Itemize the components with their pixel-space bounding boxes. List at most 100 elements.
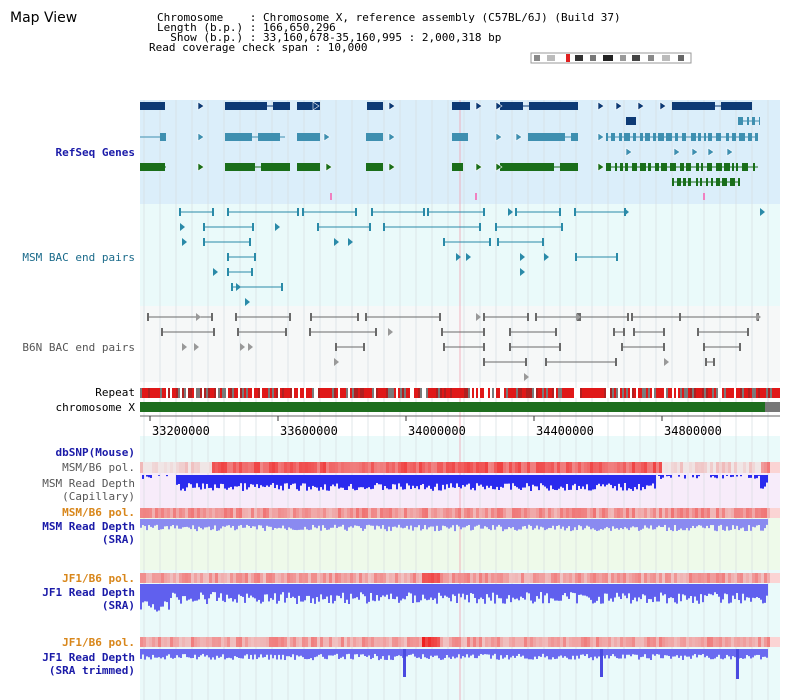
track-label-refseq[interactable]: RefSeq Genes (55, 146, 135, 159)
depth-bar (440, 649, 442, 660)
pol-cell (689, 573, 692, 583)
chromosome-ideogram[interactable] (530, 52, 692, 64)
depth-bar (166, 649, 168, 656)
pol-cell (449, 508, 452, 518)
pol-cell (620, 637, 623, 647)
pol-cell (620, 508, 623, 518)
depth-bar (258, 584, 260, 600)
track-label-b6n-bac[interactable]: B6N BAC end pairs (22, 341, 135, 354)
repeat-segment (352, 388, 354, 398)
pol-cell (623, 637, 626, 647)
depth-bar (684, 584, 686, 596)
pol-cell (509, 508, 512, 518)
depth-bar (396, 584, 398, 597)
depth-bar (404, 584, 406, 600)
depth-bar (442, 649, 444, 660)
depth-bar (590, 584, 592, 600)
depth-bar (184, 649, 186, 655)
depth-bar (414, 584, 416, 596)
pol-cell (347, 573, 350, 583)
pol-cell (635, 637, 638, 647)
b6n-pair-end (739, 343, 741, 351)
gene-exon (691, 133, 696, 141)
depth-bar (566, 649, 568, 658)
repeat-segment (414, 388, 416, 398)
pol-cell (479, 462, 482, 473)
pol-cell (428, 508, 431, 518)
depth-bar (368, 519, 370, 525)
depth-bar (376, 584, 378, 596)
depth-bar (520, 649, 522, 657)
pol-cell (557, 462, 560, 473)
pol-cell (719, 637, 722, 647)
depth-bar (200, 519, 202, 529)
depth-bar (568, 519, 570, 527)
depth-bar (670, 519, 672, 531)
pol-cell (251, 637, 254, 647)
depth-bar (214, 475, 216, 485)
depth-bar (610, 584, 612, 599)
repeat-segment (400, 388, 402, 398)
pol-cell (413, 637, 416, 647)
axis-tick-label: 34400000 (536, 424, 594, 438)
track-label-dbsnp[interactable]: dbSNP(Mouse) (55, 446, 135, 459)
gene-exon (680, 163, 684, 171)
repeat-segment (462, 388, 464, 398)
depth-bar (374, 649, 376, 654)
depth-bar (366, 649, 368, 657)
msm-bac-track[interactable] (179, 208, 765, 306)
depth-bar (462, 584, 464, 594)
depth-bar (512, 519, 514, 528)
depth-bar (448, 649, 450, 658)
gene-exon (626, 117, 636, 125)
pol-cell (479, 573, 482, 583)
pol-cell (461, 637, 464, 647)
refseq-genes-track[interactable] (140, 101, 760, 200)
repeat-segment (390, 388, 392, 398)
depth-bar (288, 649, 290, 657)
depth-bar (692, 475, 694, 478)
gene-strand-arrow (388, 132, 396, 142)
depth-bar (702, 584, 704, 603)
depth-bar (462, 649, 464, 657)
depth-bar (244, 649, 246, 656)
pol-cell (587, 508, 590, 518)
depth-bar (392, 649, 394, 661)
pol-cell (524, 462, 527, 473)
depth-bar (470, 584, 472, 594)
depth-bar (278, 649, 280, 655)
track-label-msm-bac[interactable]: MSM BAC end pairs (22, 251, 135, 264)
pol-cell (227, 508, 230, 518)
pol-cell (395, 637, 398, 647)
depth-bar (564, 649, 566, 657)
pol-cell (470, 508, 473, 518)
depth-bar (214, 649, 216, 660)
pol-cell (464, 508, 467, 518)
depth-bar (394, 519, 396, 527)
track-label-jf1-pol-2: JF1/B6 pol. (62, 636, 135, 649)
depth-spike (403, 649, 406, 677)
depth-bar (356, 519, 358, 526)
repeat-segment (212, 388, 214, 398)
depth-bar (552, 475, 554, 490)
pol-cell (266, 462, 269, 473)
depth-bar (718, 649, 720, 655)
pol-cell (671, 508, 674, 518)
gene-exon (700, 178, 702, 186)
depth-bar (348, 519, 350, 528)
pol-cell (662, 508, 665, 518)
depth-bar (166, 475, 168, 477)
b6n-bac-track[interactable] (147, 313, 761, 381)
repeat-segment (710, 388, 712, 398)
pol-cell (404, 462, 407, 473)
pol-cell (197, 462, 200, 473)
gene-strand-arrow (597, 101, 605, 111)
depth-bar (166, 519, 168, 527)
pol-cell (383, 462, 386, 473)
repeat-segment (318, 388, 320, 398)
depth-bar (626, 649, 628, 655)
depth-bar (352, 519, 354, 528)
repeat-segment (588, 388, 590, 398)
pol-cell (263, 462, 266, 473)
